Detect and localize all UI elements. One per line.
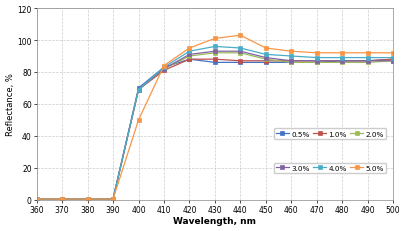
Y-axis label: Reflectance, %: Reflectance, % xyxy=(6,73,15,136)
Legend: 3.0%, 4.0%, 5.0%: 3.0%, 4.0%, 5.0% xyxy=(273,163,385,173)
X-axis label: Wavelength, nm: Wavelength, nm xyxy=(173,216,256,225)
